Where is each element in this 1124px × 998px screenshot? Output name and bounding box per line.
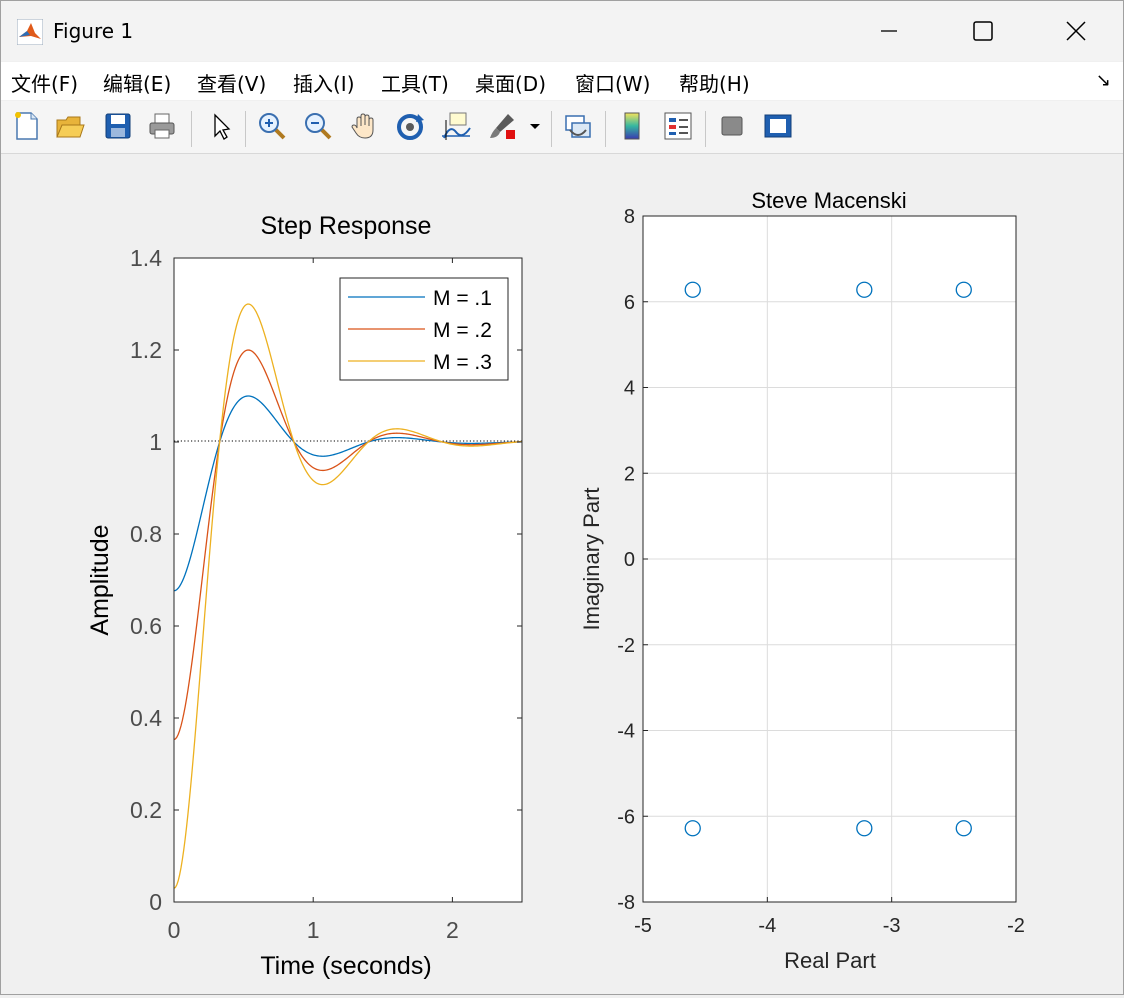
step-series-line-m2 [173,349,523,741]
link-plot-icon[interactable] [559,107,597,145]
x-tick-label: 0 [168,917,181,943]
toolbar [1,101,1123,154]
y-tick-label: 0.8 [130,521,162,547]
zero-marker[interactable] [955,281,972,298]
menu-tools[interactable]: 工具(T) [381,72,449,96]
zero-marker[interactable] [955,820,972,837]
y-tick-label: 0.2 [130,797,162,823]
matlab-icon [17,19,43,45]
y-tick-label: 0.6 [130,613,162,639]
pz-xlabel: Real Part [784,948,876,973]
pan-hand-icon[interactable] [345,107,383,145]
step-response-ylabel: Amplitude [86,524,114,635]
figure-canvas: 0 0.2 0.4 0.6 0.8 1 1.2 1.4 0 1 2 Step Response Ti… [1,154,1123,994]
menu-help[interactable]: 帮助(H) [679,72,750,96]
show-plot-tools-icon[interactable] [759,107,797,145]
x-tick-label: -5 [634,915,652,937]
colorbar-icon[interactable] [613,107,651,145]
menu-window[interactable]: 窗口(W) [575,72,651,96]
x-tick-label: -4 [758,915,776,937]
y-tick-label: 0 [624,549,635,571]
step-response-xlabel: Time (seconds) [260,952,431,980]
legend-label-m1: M = .1 [433,287,492,310]
y-tick-label: -2 [617,635,635,657]
zero-marker[interactable] [684,281,701,298]
x-tick-label: -3 [883,915,901,937]
edit-plot-arrow-icon[interactable] [201,107,239,145]
close-button[interactable] [1031,1,1121,61]
window-title: Figure 1 [53,19,134,43]
hide-plot-tools-icon[interactable] [713,107,751,145]
menu-file[interactable]: 文件(F) [11,72,79,96]
plots-svg: 0 0.2 0.4 0.6 0.8 1 1.2 1.4 0 1 2 Step Response Ti… [86,188,1025,980]
brush-icon[interactable] [483,107,521,145]
print-icon[interactable] [143,107,181,145]
maximize-button[interactable] [938,1,1028,61]
pole-zero-axes[interactable]: -5 -4 -3 -2 -8 -6 -4 -2 0 2 4 6 8 Steve Macenski Rea… [579,188,1025,973]
zero-marker[interactable] [684,820,701,837]
step-response-title: Step Response [261,212,432,240]
y-tick-label: 1.4 [130,245,162,271]
pz-ylabel: Imaginary Part [579,487,604,630]
data-cursor-icon[interactable] [437,107,475,145]
menu-insert[interactable]: 插入(I) [293,72,355,96]
y-tick-label: 1.2 [130,337,162,363]
title-bar: Figure 1 [1,1,1123,61]
legend-label-m2: M = .2 [433,319,492,342]
step-series-line-m1 [173,395,523,592]
menu-edit[interactable]: 编辑(E) [103,72,172,96]
rotate-3d-icon[interactable] [391,107,429,145]
zoom-out-icon[interactable] [299,107,337,145]
legend-label-m3: M = .3 [433,351,492,374]
zero-marker[interactable] [856,281,873,298]
maximize-icon [973,21,993,41]
y-tick-label: -4 [617,721,635,743]
y-tick-label: -8 [617,892,635,914]
legend-icon[interactable] [659,107,697,145]
y-tick-label: 2 [624,463,635,485]
menu-view[interactable]: 查看(V) [197,72,267,96]
pz-title: Steve Macenski [751,188,906,213]
y-tick-label: 0 [149,889,162,915]
y-tick-label: 6 [624,292,635,314]
y-tick-label: 0.4 [130,705,162,731]
minimize-button[interactable] [844,1,934,61]
y-tick-label: 8 [624,206,635,228]
y-tick-label: -6 [617,806,635,828]
dock-arrow-icon[interactable]: ↘ [1095,70,1111,91]
x-tick-label: -2 [1007,915,1025,937]
minimize-icon [881,30,897,32]
y-tick-label: 4 [624,378,635,400]
save-icon[interactable] [99,107,137,145]
brush-dropdown-icon[interactable] [525,107,545,145]
step-series-line-m3 [173,303,523,889]
x-tick-label: 2 [446,917,459,943]
zero-marker[interactable] [856,820,873,837]
close-icon [1066,21,1086,41]
menu-bar: 文件(F) 编辑(E) 查看(V) 插入(I) 工具(T) 桌面(D) 窗口(W… [1,62,1123,100]
new-figure-icon[interactable] [7,107,45,145]
x-tick-label: 1 [307,917,320,943]
step-axes-frame [173,257,523,903]
step-response-axes[interactable]: 0 0.2 0.4 0.6 0.8 1 1.2 1.4 0 1 2 Step Response Ti… [86,212,523,980]
y-tick-label: 1 [149,429,162,455]
menu-desktop[interactable]: 桌面(D) [475,72,547,96]
zoom-in-icon[interactable] [253,107,291,145]
open-file-icon[interactable] [51,107,89,145]
step-response-legend[interactable]: M = .1 M = .2 M = .3 [339,277,509,381]
